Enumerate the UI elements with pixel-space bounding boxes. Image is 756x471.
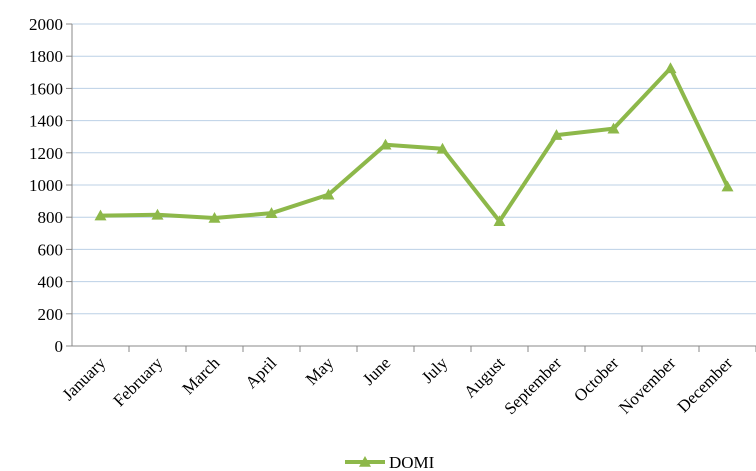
data-marker bbox=[550, 129, 563, 140]
x-tick-label: April bbox=[242, 353, 281, 392]
x-tick-label: August bbox=[460, 353, 508, 401]
x-tick-label: July bbox=[418, 353, 452, 387]
data-marker bbox=[664, 62, 677, 74]
data-line bbox=[100, 66, 730, 224]
data-marker bbox=[208, 212, 221, 223]
y-tick-label: 600 bbox=[38, 240, 64, 259]
data-marker bbox=[265, 207, 278, 218]
y-tick-label: 1200 bbox=[29, 144, 63, 163]
y-tick-label: 400 bbox=[38, 273, 64, 292]
data-marker bbox=[493, 215, 506, 227]
legend-marker bbox=[359, 456, 371, 467]
data-marker bbox=[94, 209, 107, 221]
x-tick-label: March bbox=[179, 353, 224, 398]
y-tick-label: 1400 bbox=[29, 112, 63, 131]
data-marker bbox=[721, 180, 734, 192]
x-tick-label: January bbox=[59, 353, 110, 404]
x-tick-label: October bbox=[570, 353, 622, 405]
data-marker bbox=[607, 122, 620, 134]
x-tick-label: December bbox=[674, 353, 737, 416]
legend-label: DOMI bbox=[389, 453, 435, 471]
y-tick-label: 1000 bbox=[29, 176, 63, 195]
x-tick-label: February bbox=[109, 353, 166, 410]
y-tick-label: 0 bbox=[55, 337, 64, 356]
x-tick-label: November bbox=[615, 353, 679, 417]
data-marker bbox=[151, 208, 164, 220]
y-tick-label: 1600 bbox=[29, 79, 63, 98]
data-marker bbox=[322, 188, 335, 200]
data-marker bbox=[436, 142, 449, 154]
y-tick-label: 200 bbox=[38, 305, 64, 324]
x-tick-label: June bbox=[359, 353, 394, 388]
y-tick-label: 800 bbox=[38, 208, 64, 227]
data-marker bbox=[379, 138, 392, 150]
y-tick-label: 2000 bbox=[29, 15, 63, 34]
x-tick-label: May bbox=[302, 353, 338, 389]
x-tick-label: September bbox=[500, 353, 565, 418]
y-tick-label: 1800 bbox=[29, 47, 63, 66]
